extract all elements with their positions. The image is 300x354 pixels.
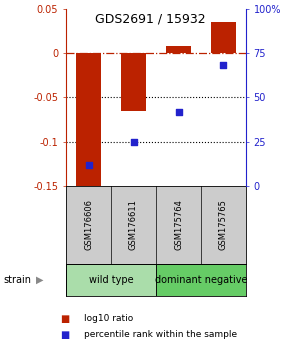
- Text: percentile rank within the sample: percentile rank within the sample: [84, 330, 237, 339]
- Text: GSM176611: GSM176611: [129, 199, 138, 250]
- Point: [221, 63, 226, 68]
- Text: GSM175764: GSM175764: [174, 199, 183, 250]
- Text: wild type: wild type: [89, 275, 133, 285]
- Text: GDS2691 / 15932: GDS2691 / 15932: [95, 12, 205, 25]
- Text: strain: strain: [3, 275, 31, 285]
- Text: ■: ■: [60, 330, 69, 339]
- Bar: [121, 53, 146, 110]
- Bar: [166, 46, 191, 53]
- Bar: [76, 53, 101, 190]
- Bar: [211, 22, 236, 53]
- Bar: [156, 264, 246, 296]
- Text: GSM175765: GSM175765: [219, 199, 228, 250]
- Text: ■: ■: [60, 314, 69, 324]
- Point: [176, 109, 181, 114]
- Text: ▶: ▶: [36, 275, 44, 285]
- Point: [86, 162, 91, 167]
- Point: [131, 139, 136, 144]
- Text: GSM176606: GSM176606: [84, 199, 93, 250]
- Text: log10 ratio: log10 ratio: [84, 314, 133, 323]
- Text: dominant negative: dominant negative: [155, 275, 247, 285]
- Bar: [66, 264, 156, 296]
